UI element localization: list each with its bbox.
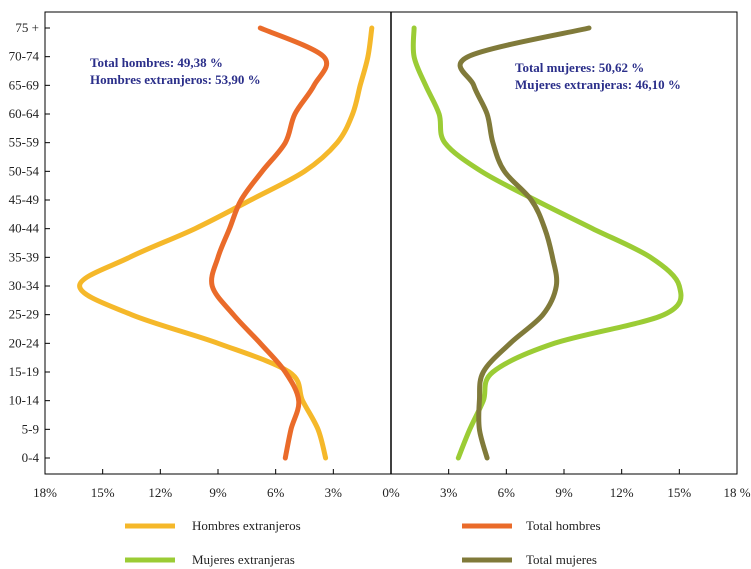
x-tick-label: 6% (267, 485, 285, 500)
legend-label-total-hombres: Total hombres (526, 518, 601, 533)
x-tick-label: 12% (610, 485, 634, 500)
x-tick-label: 6% (498, 485, 516, 500)
series-line-total-hombres (209, 25, 330, 461)
y-tick-label: 75 + (15, 20, 39, 35)
x-tick-label: 3% (440, 485, 458, 500)
legend-label-mujeres-extranjeras: Mujeres extranjeras (192, 552, 295, 567)
x-tick-label: 18% (33, 485, 57, 500)
y-tick-label: 50-54 (9, 163, 40, 178)
legend-label-hombres-extranjeros: Hombres extranjeros (192, 518, 301, 533)
y-tick-label: 10-14 (9, 393, 40, 408)
x-tick-label: 15% (667, 485, 691, 500)
legend-label-total-mujeres: Total mujeres (526, 552, 597, 567)
x-tick-label: 15% (91, 485, 115, 500)
x-tick-label: 0% (382, 485, 400, 500)
y-tick-label: 15-19 (9, 364, 39, 379)
y-tick-label: 35-39 (9, 249, 39, 264)
series-line-total-mujeres (457, 25, 592, 461)
y-tick-label: 65-69 (9, 77, 39, 92)
y-tick-label: 45-49 (9, 192, 39, 207)
annotation-total-hombres: Total hombres: 49,38 % (90, 55, 223, 70)
x-tick-labels: 18% 15% 12% 9% 6% 3% 0% 3% 6% 9% 12% 15% 18 % (33, 469, 751, 500)
annotation-hombres-extranjeros: Hombres extranjeros: 53,90 % (90, 72, 261, 87)
x-tick-label: 18 % (723, 485, 750, 500)
y-tick-label: 25-29 (9, 307, 39, 322)
y-tick-label: 55-59 (9, 135, 39, 150)
y-tick-label: 5-9 (22, 421, 39, 436)
x-tick-label: 9% (209, 485, 227, 500)
series-line-mujeres-extranjeras (410, 25, 684, 461)
y-tick-label: 30-34 (9, 278, 40, 293)
y-tick-label: 0-4 (22, 450, 40, 465)
x-tick-label: 3% (325, 485, 343, 500)
y-tick-label: 20-24 (9, 335, 40, 350)
series-line-hombres-extranjeros (77, 25, 375, 461)
y-tick-label: 40-44 (9, 221, 40, 236)
x-tick-label: 9% (555, 485, 573, 500)
x-tick-label: 12% (148, 485, 172, 500)
series-lines (77, 25, 684, 461)
annotation-total-mujeres: Total mujeres: 50,62 % (515, 60, 644, 75)
y-tick-labels: 0-4 5-9 10-14 15-19 20-24 25-29 30-34 35-39 40-4… (9, 20, 50, 465)
y-tick-label: 70-74 (9, 49, 40, 64)
annotation-mujeres-extranjeras: Mujeres extranjeras: 46,10 % (515, 77, 681, 92)
chart-legend: Hombres extranjeros Total hombres Mujere… (125, 518, 601, 567)
y-tick-label: 60-64 (9, 106, 40, 121)
